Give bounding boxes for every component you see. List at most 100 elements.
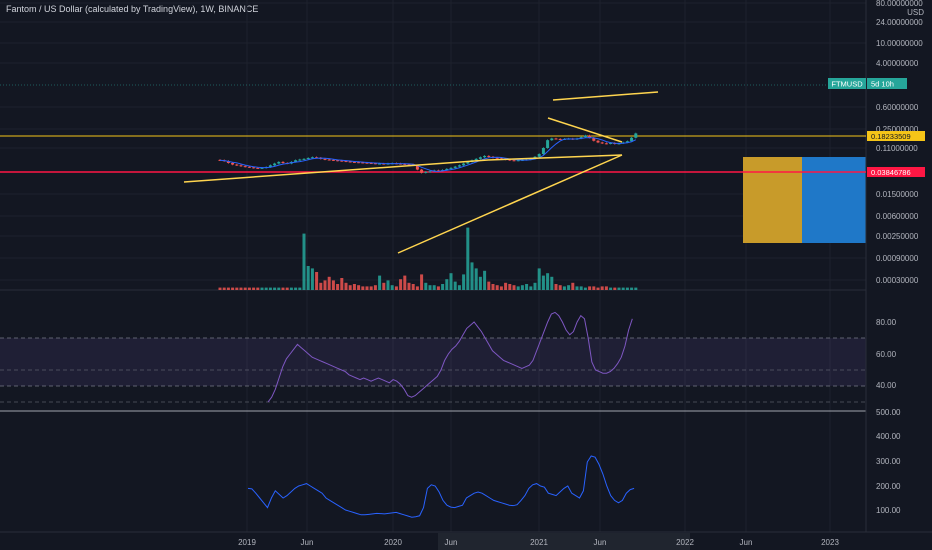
candle-body <box>436 170 440 172</box>
volume-bar <box>504 282 508 290</box>
time-tick-label: Jun <box>445 538 458 547</box>
volume-bar <box>323 280 327 290</box>
time-range-highlight <box>438 533 690 550</box>
candle-body <box>420 169 424 173</box>
candle-body <box>453 166 457 168</box>
volume-bar <box>609 287 613 290</box>
candle-body <box>252 167 256 169</box>
candle-body <box>302 158 306 160</box>
volume-bar <box>239 287 243 290</box>
candle-body <box>474 158 478 161</box>
candle-body <box>361 162 365 164</box>
candle-body <box>357 162 361 164</box>
volume-bar <box>453 281 457 290</box>
price-axis[interactable]: 80.00000000 24.00000000 10.00000000 4.00000… <box>876 0 923 285</box>
rsi-band <box>0 338 866 386</box>
candle-body <box>630 137 634 142</box>
candle-body <box>323 158 327 160</box>
volume-bar <box>600 286 604 290</box>
volume-bar <box>285 287 289 290</box>
time-tick-label: 2023 <box>821 538 839 547</box>
volume-bar <box>369 286 373 290</box>
volume-bar <box>445 279 449 290</box>
volume-bar <box>336 284 340 290</box>
candle-body <box>382 163 386 165</box>
volume-bar <box>579 286 583 290</box>
candle-body <box>281 161 285 163</box>
volume-bar <box>260 287 264 290</box>
time-tick-label: 2020 <box>384 538 402 547</box>
volume-bar <box>399 279 403 290</box>
trendline-ascending[interactable] <box>397 154 623 254</box>
candle-body <box>512 160 516 162</box>
candle-body <box>352 161 356 163</box>
price-tick-label: 0.00090000 <box>876 254 919 263</box>
volume-bar <box>424 282 428 290</box>
candle-body <box>604 143 608 145</box>
volume-bar <box>231 287 235 290</box>
volume-bar <box>218 287 222 290</box>
trendline-upper-ext[interactable] <box>487 154 623 161</box>
price-tick-label: 24.00000000 <box>876 18 923 27</box>
candle-body <box>478 157 482 159</box>
currency-label: USD <box>907 8 924 17</box>
candle-body <box>415 165 419 170</box>
volume-bar <box>357 285 361 290</box>
candle-body <box>541 148 545 155</box>
candle-body <box>403 163 407 165</box>
candle-body <box>327 159 331 161</box>
volume-bar <box>583 287 587 290</box>
candle-body <box>495 157 499 159</box>
candle-body <box>466 161 470 164</box>
volume-bar <box>537 268 541 290</box>
candle-body <box>306 158 310 160</box>
candle-body <box>428 171 432 173</box>
volume-bar <box>273 287 277 290</box>
candle-body <box>583 135 587 138</box>
price-tick-label: 0.00030000 <box>876 276 919 285</box>
volume-bar <box>449 273 453 290</box>
chart-title: Fantom / US Dollar (calculated by Tradin… <box>6 4 259 14</box>
volume-bar <box>386 280 390 290</box>
volume-bar <box>277 287 281 290</box>
volume-bar <box>319 282 323 290</box>
volume-bar <box>495 285 499 290</box>
candle-body <box>558 138 562 140</box>
channel-top-line[interactable] <box>552 91 659 101</box>
candle-body <box>554 138 558 140</box>
candle-body <box>331 159 335 161</box>
time-axis[interactable]: 2019 Jun 2020 Jun 2021 Jun 2022 Jun 2023 <box>238 533 839 550</box>
candle-body <box>449 167 453 169</box>
candle-body <box>579 137 583 139</box>
candle-body <box>277 161 281 164</box>
candle-body <box>424 171 428 173</box>
candle-body <box>378 163 382 165</box>
candle-body <box>373 163 377 165</box>
volume-bar <box>235 287 239 290</box>
indicator2-tick-label: 300.00 <box>876 457 901 466</box>
volume-bar <box>617 287 621 290</box>
volume-bar <box>525 284 529 290</box>
volume-bar <box>541 275 545 290</box>
candle-body <box>315 157 319 159</box>
candle-body <box>550 138 554 141</box>
volume-bar <box>520 285 524 290</box>
volume-bar <box>222 287 226 290</box>
candle-body <box>239 165 243 167</box>
volume-bar <box>466 227 470 290</box>
volume-bar <box>516 286 520 290</box>
candle-body <box>483 155 487 158</box>
candle-body <box>260 167 264 169</box>
support-price-badge: 0.18233509 <box>867 131 925 141</box>
volume-bar <box>630 287 634 290</box>
channel-bottom-line[interactable] <box>547 117 623 143</box>
volume-bar <box>604 286 608 290</box>
rsi-line <box>267 311 633 403</box>
candle-body <box>226 161 230 163</box>
trendline-upper-long[interactable] <box>183 159 489 183</box>
volume-bar <box>394 286 398 290</box>
volume-bar <box>436 286 440 290</box>
candle-body <box>340 160 344 162</box>
candle-body <box>592 137 596 141</box>
